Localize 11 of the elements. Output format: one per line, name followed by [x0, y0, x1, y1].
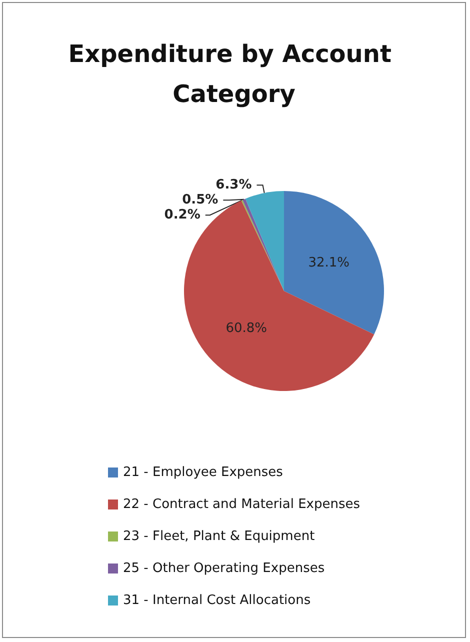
legend-label: 23 - Fleet, Plant & Equipment [123, 529, 315, 544]
data-label: 0.2% [164, 208, 200, 223]
data-label: 60.8% [226, 320, 268, 336]
chart-title: Expenditure by Account Category [68, 40, 400, 108]
data-label: 0.5% [182, 192, 218, 208]
data-label: 32.1% [308, 255, 350, 270]
data-label: 6.3% [216, 178, 252, 193]
legend-label: 22 - Contract and Material Expenses [123, 497, 360, 512]
legend-label: 31 - Internal Cost Allocations [123, 593, 311, 608]
legend-label: 21 - Employee Expenses [123, 465, 284, 480]
legend-label: 25 - Other Operating Expenses [123, 561, 325, 576]
